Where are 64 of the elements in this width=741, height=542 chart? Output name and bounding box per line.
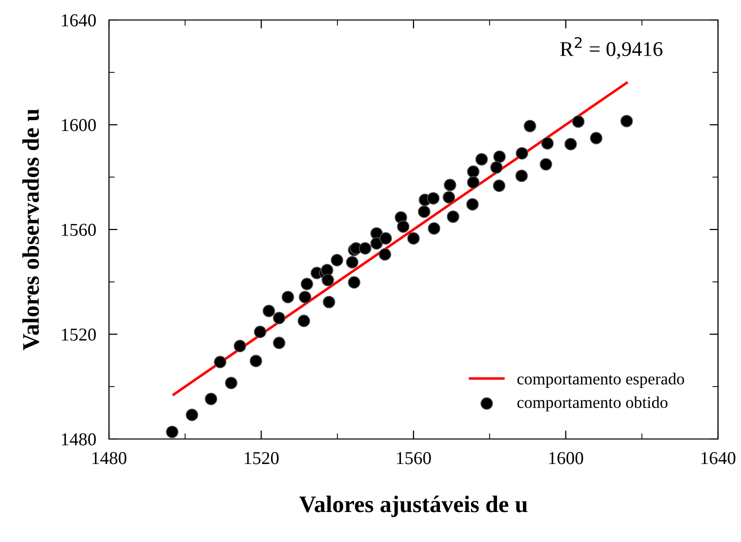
point (590, 132, 602, 144)
point (262, 304, 276, 318)
point (564, 138, 577, 150)
point (186, 408, 198, 422)
point (515, 170, 528, 182)
y-tick-label: 1600 (62, 119, 96, 132)
point (467, 165, 480, 178)
point (466, 198, 479, 211)
point (572, 115, 585, 128)
point (322, 296, 336, 308)
point (234, 340, 246, 352)
point (428, 222, 440, 235)
x-tick-label: 1600 (549, 452, 584, 464)
point (348, 276, 360, 289)
y-tick-label: 1480 (62, 433, 96, 446)
point (166, 426, 178, 438)
point (490, 161, 503, 174)
point (444, 178, 456, 192)
point (254, 326, 266, 338)
x-tick-label: 1640 (702, 452, 736, 464)
x-tick-label: 1520 (244, 452, 279, 464)
point (516, 147, 528, 160)
point (204, 392, 218, 406)
point (346, 256, 358, 268)
point (540, 158, 552, 171)
point (446, 210, 460, 223)
x-tick-label: 1560 (397, 452, 431, 464)
point (298, 290, 312, 304)
point (272, 336, 286, 350)
annotation: R$^{2}$ = 0,9416 (560, 37, 662, 60)
point (300, 278, 314, 290)
point (358, 242, 372, 255)
point (396, 220, 410, 233)
point (467, 176, 480, 189)
point (378, 248, 392, 261)
point (524, 120, 536, 132)
y-axis-title: Valores observados de u (22, 109, 40, 350)
legend-label: comportamento obtido (517, 396, 668, 412)
y-tick-label: 1560 (62, 224, 96, 236)
point (493, 150, 506, 163)
point (214, 356, 226, 368)
point (407, 232, 420, 245)
point (442, 191, 456, 204)
point (379, 232, 392, 245)
point (492, 180, 506, 192)
point (475, 153, 488, 166)
legend-label: comportamento esperado (517, 372, 684, 388)
point (320, 264, 334, 276)
point (418, 205, 430, 218)
y-tick-label: 1640 (62, 14, 96, 26)
point (370, 237, 383, 250)
x-tick-label: 1480 (92, 452, 126, 464)
point (620, 114, 633, 128)
point (330, 254, 344, 266)
point (250, 354, 262, 368)
point (272, 312, 286, 324)
y-tick-label: 1520 (62, 328, 96, 341)
point (298, 314, 310, 328)
x-axis-title: Valores ajustáveis de u (299, 496, 528, 518)
point (282, 290, 294, 304)
point (322, 274, 334, 286)
point (541, 137, 554, 150)
point (427, 192, 440, 205)
point (224, 376, 238, 390)
